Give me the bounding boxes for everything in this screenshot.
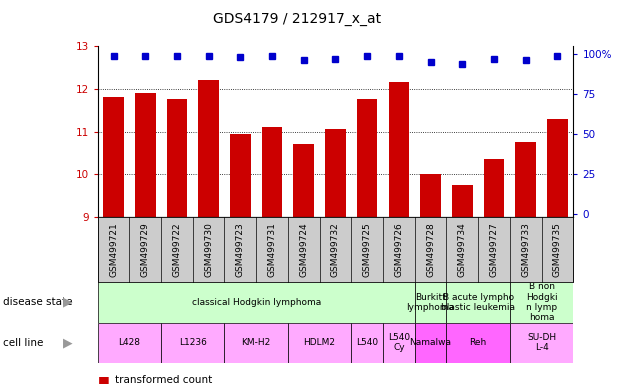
Text: L1236: L1236: [179, 338, 207, 347]
Bar: [261, 127, 282, 217]
Bar: [98, 323, 161, 363]
Text: GSM499732: GSM499732: [331, 222, 340, 277]
Bar: [161, 323, 224, 363]
Text: classical Hodgkin lymphoma: classical Hodgkin lymphoma: [192, 298, 321, 307]
Text: GSM499730: GSM499730: [204, 222, 213, 277]
Text: ▶: ▶: [63, 336, 72, 349]
Bar: [484, 159, 505, 217]
Text: L540: L540: [356, 338, 378, 347]
Bar: [357, 99, 377, 217]
Text: ▶: ▶: [63, 296, 72, 309]
Bar: [447, 323, 510, 363]
Text: L540
Cy: L540 Cy: [388, 333, 410, 353]
Bar: [420, 174, 441, 217]
Bar: [166, 99, 187, 217]
Bar: [389, 83, 410, 217]
Bar: [224, 323, 288, 363]
Text: HDLM2: HDLM2: [304, 338, 336, 347]
Bar: [547, 119, 568, 217]
Text: Namalwa: Namalwa: [410, 338, 452, 347]
Text: GSM499731: GSM499731: [268, 222, 277, 277]
Text: transformed count: transformed count: [115, 375, 212, 384]
Text: GSM499727: GSM499727: [490, 222, 498, 277]
Text: GDS4179 / 212917_x_at: GDS4179 / 212917_x_at: [214, 12, 382, 25]
Bar: [383, 323, 415, 363]
Text: GSM499734: GSM499734: [458, 222, 467, 277]
Bar: [447, 282, 510, 323]
Text: GSM499722: GSM499722: [173, 222, 181, 277]
Text: B acute lympho
blastic leukemia: B acute lympho blastic leukemia: [441, 293, 515, 312]
Text: Reh: Reh: [469, 338, 487, 347]
Bar: [515, 142, 536, 217]
Text: GSM499729: GSM499729: [140, 222, 150, 277]
Bar: [98, 282, 415, 323]
Text: GSM499728: GSM499728: [426, 222, 435, 277]
Bar: [103, 97, 124, 217]
Bar: [325, 129, 346, 217]
Text: GSM499724: GSM499724: [299, 222, 308, 277]
Text: L428: L428: [118, 338, 140, 347]
Text: B non
Hodgki
n lymp
homa: B non Hodgki n lymp homa: [526, 282, 558, 323]
Text: KM-H2: KM-H2: [241, 338, 271, 347]
Bar: [230, 134, 251, 217]
Bar: [198, 80, 219, 217]
Bar: [510, 282, 573, 323]
Bar: [294, 144, 314, 217]
Text: GSM499721: GSM499721: [109, 222, 118, 277]
Bar: [510, 323, 573, 363]
Text: GSM499725: GSM499725: [363, 222, 372, 277]
Bar: [288, 323, 352, 363]
Text: GSM499735: GSM499735: [553, 222, 562, 277]
Bar: [415, 282, 447, 323]
Bar: [135, 93, 156, 217]
Text: cell line: cell line: [3, 338, 43, 348]
Text: GSM499723: GSM499723: [236, 222, 245, 277]
Text: GSM499726: GSM499726: [394, 222, 403, 277]
Bar: [415, 323, 447, 363]
Text: disease state: disease state: [3, 297, 72, 308]
Text: Burkitt
lymphoma: Burkitt lymphoma: [406, 293, 455, 312]
Text: SU-DH
L-4: SU-DH L-4: [527, 333, 556, 353]
Text: ■: ■: [98, 374, 110, 384]
Bar: [352, 323, 383, 363]
Text: GSM499733: GSM499733: [521, 222, 530, 277]
Bar: [452, 185, 472, 217]
